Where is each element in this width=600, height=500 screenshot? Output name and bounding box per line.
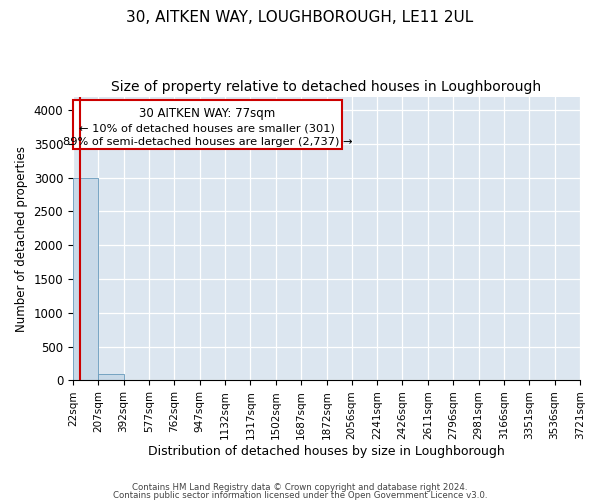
- X-axis label: Distribution of detached houses by size in Loughborough: Distribution of detached houses by size …: [148, 444, 505, 458]
- Bar: [73, 178, 98, 380]
- Text: 30, AITKEN WAY, LOUGHBOROUGH, LE11 2UL: 30, AITKEN WAY, LOUGHBOROUGH, LE11 2UL: [127, 10, 473, 25]
- Text: 89% of semi-detached houses are larger (2,737) →: 89% of semi-detached houses are larger (…: [62, 138, 352, 147]
- Text: Contains HM Land Registry data © Crown copyright and database right 2024.: Contains HM Land Registry data © Crown c…: [132, 484, 468, 492]
- Text: Contains public sector information licensed under the Open Government Licence v3: Contains public sector information licen…: [113, 490, 487, 500]
- Title: Size of property relative to detached houses in Loughborough: Size of property relative to detached ho…: [112, 80, 542, 94]
- Text: ← 10% of detached houses are smaller (301): ← 10% of detached houses are smaller (30…: [79, 123, 335, 133]
- Text: 30 AITKEN WAY: 77sqm: 30 AITKEN WAY: 77sqm: [139, 107, 275, 120]
- Bar: [98, 374, 124, 380]
- FancyBboxPatch shape: [73, 100, 341, 148]
- Y-axis label: Number of detached properties: Number of detached properties: [15, 146, 28, 332]
